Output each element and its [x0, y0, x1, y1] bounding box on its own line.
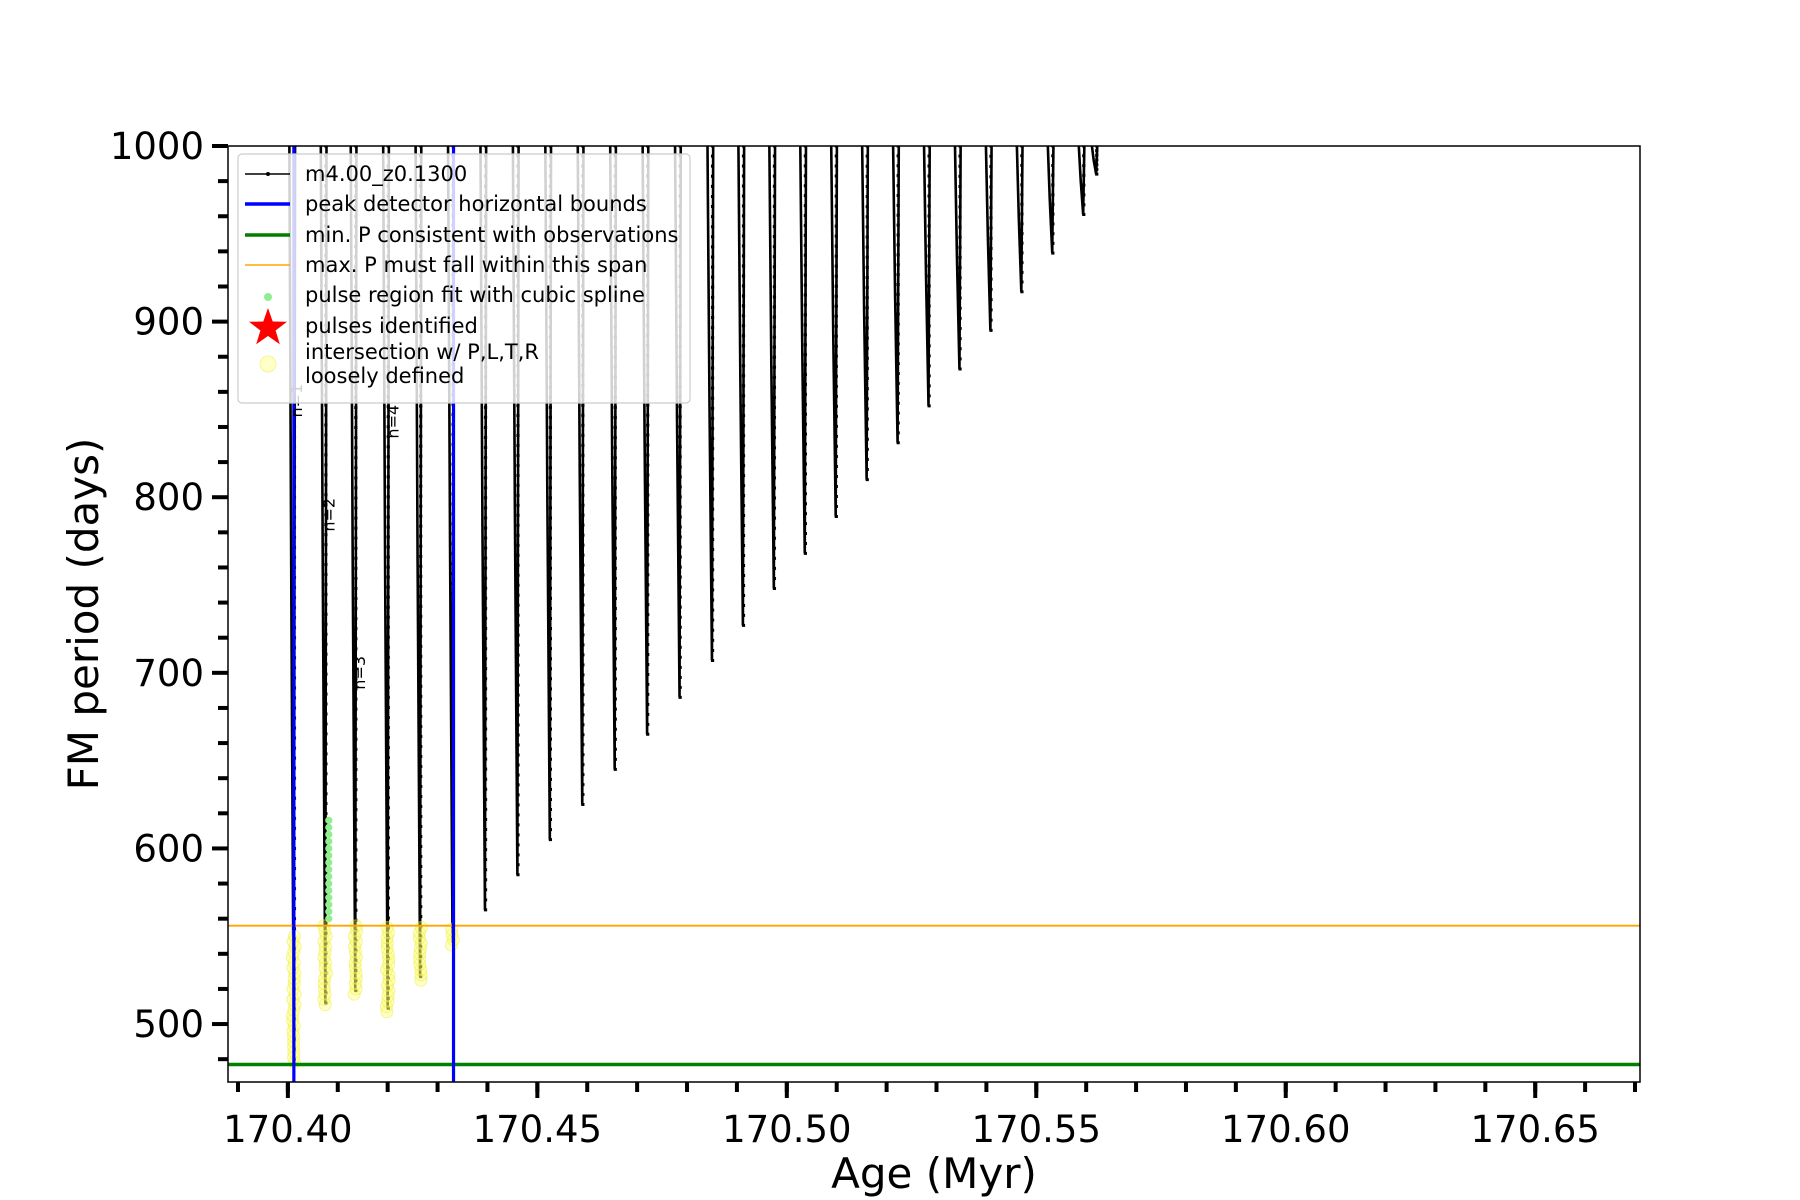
legend-swatch: [264, 293, 272, 301]
pulse-17: [800, 144, 807, 553]
intersection-point: [381, 921, 393, 933]
spline-point: [325, 873, 332, 880]
spline-point: [325, 908, 332, 915]
pulse-label: n=2: [319, 498, 338, 532]
spline-point: [325, 866, 332, 873]
spline-point: [325, 817, 332, 824]
x-tick-label: 170.60: [1221, 1108, 1350, 1151]
y-tick-label: 1000: [110, 125, 204, 168]
spline-point: [325, 845, 332, 852]
y-tick-label: 900: [133, 301, 204, 344]
legend-label: pulse region fit with cubic spline: [305, 283, 645, 307]
intersection-point: [415, 921, 427, 933]
spline-point: [325, 852, 332, 859]
y-tick-label: 600: [133, 827, 204, 870]
spline-point: [325, 887, 332, 894]
pulse-26: [1079, 144, 1086, 214]
spline-point: [325, 824, 332, 831]
legend-label: m4.00_z0.1300: [305, 162, 467, 187]
spline-point: [325, 901, 332, 908]
x-tick-label: 170.65: [1470, 1108, 1599, 1151]
pulse-markers: [928, 146, 931, 406]
spline-point: [325, 894, 332, 901]
legend-label-line2: loosely defined: [305, 364, 464, 388]
pulse-line: [707, 144, 713, 661]
y-tick-label: 700: [133, 652, 204, 695]
intersection-points: [286, 920, 459, 1069]
legend-item-3: min. P consistent with observations: [245, 223, 678, 247]
spline-point: [325, 838, 332, 845]
legend-label: pulses identified: [305, 314, 478, 338]
legend-item-4: max. P must fall within this span: [245, 253, 647, 277]
pulse-18: [831, 144, 838, 517]
pulse-label: n=3: [350, 656, 369, 690]
legend-label: intersection w/ P,L,T,R: [305, 340, 539, 364]
y-tick-label: 800: [133, 476, 204, 519]
pulse-markers: [1095, 146, 1098, 174]
x-tick-label: 170.55: [972, 1108, 1101, 1151]
legend-item-2: peak detector horizontal bounds: [245, 192, 647, 216]
pulse-line: [831, 144, 837, 517]
pulse-27: [1092, 144, 1099, 174]
pulse-16: [769, 144, 776, 589]
pulse-14: [707, 144, 714, 661]
spline-fit-points: [325, 817, 332, 923]
legend-item-5: pulse region fit with cubic spline: [264, 283, 645, 307]
legend-label: max. P must fall within this span: [305, 253, 647, 277]
pulse-20: [893, 144, 900, 443]
pulse-22: [955, 144, 962, 369]
x-tick-label: 170.40: [223, 1108, 352, 1151]
pulse-19: [862, 144, 869, 480]
legend-label: peak detector horizontal bounds: [305, 192, 647, 216]
legend-marker: [266, 172, 270, 176]
y-tick-label: 500: [133, 1003, 204, 1046]
x-tick-label: 170.50: [722, 1108, 851, 1151]
pulse-25: [1048, 144, 1055, 253]
x-tick-label: 170.45: [473, 1108, 602, 1151]
pulse-21: [924, 144, 931, 406]
pulse-24: [1017, 144, 1024, 292]
pulse-line: [1048, 144, 1054, 253]
x-axis-label: Age (Myr): [831, 1149, 1037, 1198]
legend: m4.00_z0.1300peak detector horizontal bo…: [238, 154, 690, 403]
legend-swatch: [260, 356, 276, 372]
spline-point: [325, 831, 332, 838]
y-axis-label: FM period (days): [59, 438, 108, 791]
pulse-15: [738, 144, 745, 625]
pulse-23: [986, 144, 993, 330]
spline-point: [325, 880, 332, 887]
spline-point: [325, 859, 332, 866]
legend-label: min. P consistent with observations: [305, 223, 678, 247]
pulse-label: n=4: [384, 405, 403, 439]
